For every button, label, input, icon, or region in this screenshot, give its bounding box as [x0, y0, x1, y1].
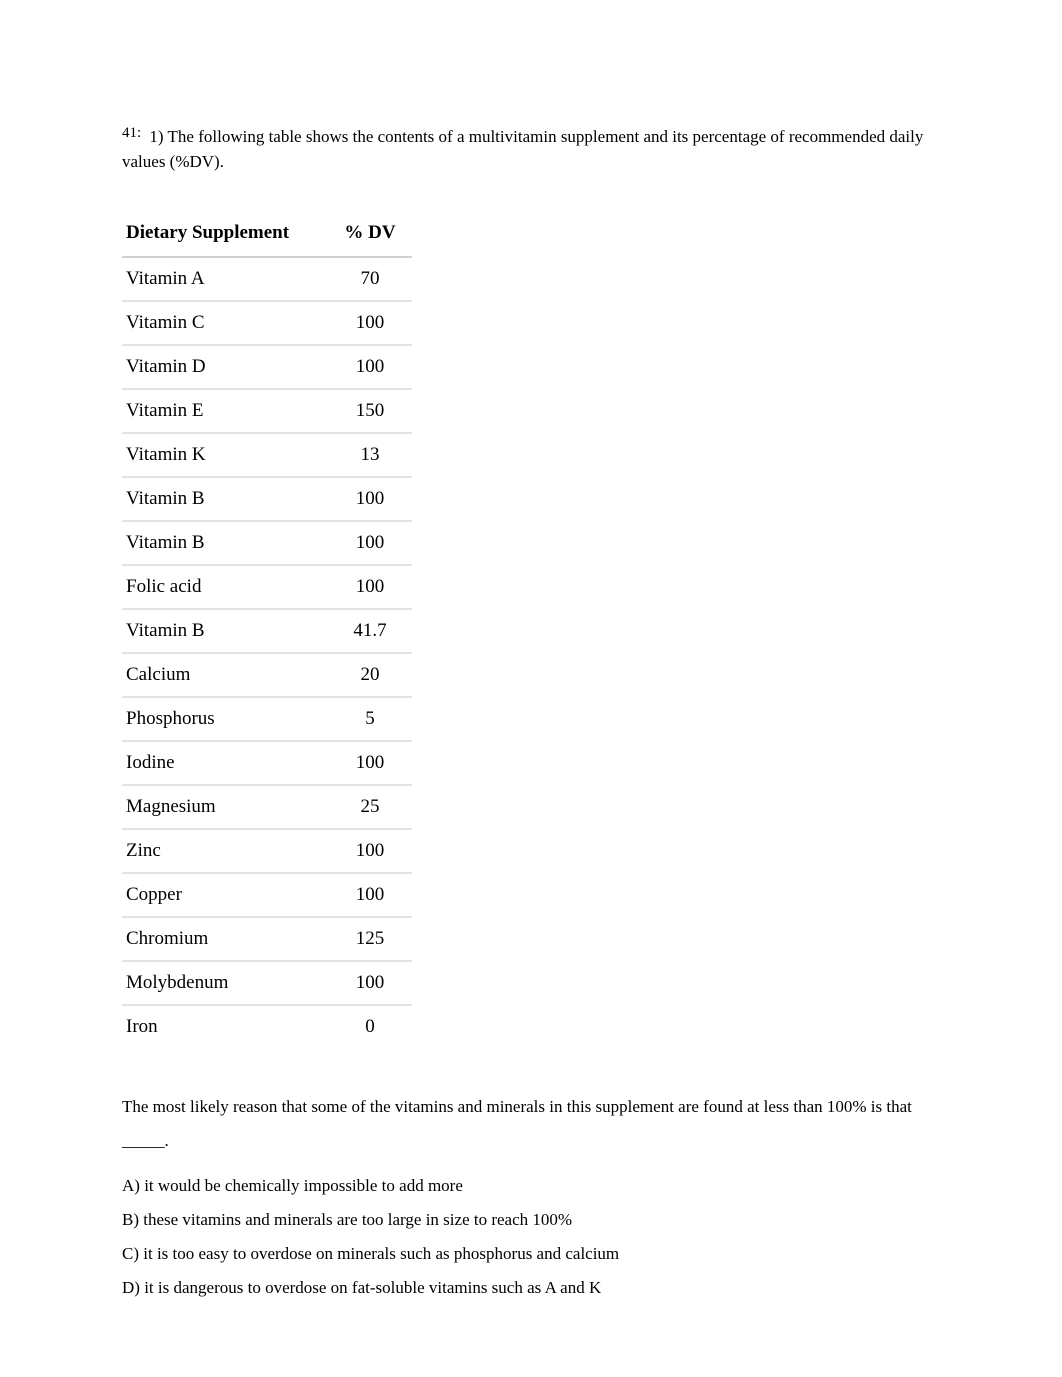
- supplement-name: Vitamin A: [122, 258, 334, 302]
- supplement-table: Dietary Supplement % DV Vitamin A70Vitam…: [122, 210, 412, 1048]
- option-a: A) it would be chemically impossible to …: [122, 1176, 962, 1196]
- table-row: Copper100: [122, 874, 412, 918]
- option-c: C) it is too easy to overdose on mineral…: [122, 1244, 962, 1264]
- table-row: Vitamin C100: [122, 302, 412, 346]
- supplement-dv-value: 13: [334, 434, 412, 478]
- table-row: Phosphorus5: [122, 698, 412, 742]
- supplement-name: Vitamin K: [122, 434, 334, 478]
- supplement-dv-value: 20: [334, 654, 412, 698]
- supplement-name: Folic acid: [122, 566, 334, 610]
- document-page: 41: 1) The following table shows the con…: [0, 0, 1062, 1377]
- supplement-name: Magnesium: [122, 786, 334, 830]
- supplement-dv-value: 0: [334, 1006, 412, 1048]
- question-number: 41:: [122, 125, 141, 141]
- supplement-name: Zinc: [122, 830, 334, 874]
- supplement-dv-value: 70: [334, 258, 412, 302]
- supplement-dv-value: 100: [334, 302, 412, 346]
- supplement-dv-value: 25: [334, 786, 412, 830]
- supplement-name: Iodine: [122, 742, 334, 786]
- supplement-name: Vitamin B: [122, 610, 334, 654]
- supplement-name: Vitamin B: [122, 478, 334, 522]
- option-b: B) these vitamins and minerals are too l…: [122, 1210, 962, 1230]
- table-row: Iron0: [122, 1006, 412, 1048]
- answer-options: A) it would be chemically impossible to …: [122, 1176, 962, 1298]
- supplement-name: Chromium: [122, 918, 334, 962]
- question-intro: 41: 1) The following table shows the con…: [122, 125, 962, 174]
- table-row: Magnesium25: [122, 786, 412, 830]
- option-d: D) it is dangerous to overdose on fat-so…: [122, 1278, 962, 1298]
- table-row: Folic acid100: [122, 566, 412, 610]
- supplement-dv-value: 150: [334, 390, 412, 434]
- question-followup: The most likely reason that some of the …: [122, 1090, 962, 1158]
- table-row: Vitamin K13: [122, 434, 412, 478]
- supplement-dv-value: 100: [334, 522, 412, 566]
- supplement-name: Phosphorus: [122, 698, 334, 742]
- table-row: Vitamin E150: [122, 390, 412, 434]
- table-row: Vitamin A70: [122, 258, 412, 302]
- supplement-dv-value: 5: [334, 698, 412, 742]
- table-row: Molybdenum100: [122, 962, 412, 1006]
- supplement-dv-value: 100: [334, 874, 412, 918]
- table-row: Calcium20: [122, 654, 412, 698]
- table-row: Vitamin B41.7: [122, 610, 412, 654]
- supplement-dv-value: 100: [334, 566, 412, 610]
- supplement-dv-value: 41.7: [334, 610, 412, 654]
- question-intro-text: 1) The following table shows the content…: [122, 127, 923, 171]
- supplement-name: Vitamin E: [122, 390, 334, 434]
- table-row: Vitamin B100: [122, 478, 412, 522]
- supplement-name: Vitamin D: [122, 346, 334, 390]
- table-header-row: Dietary Supplement % DV: [122, 210, 412, 258]
- table-row: Zinc100: [122, 830, 412, 874]
- table-row: Iodine100: [122, 742, 412, 786]
- supplement-name: Vitamin C: [122, 302, 334, 346]
- supplement-name: Copper: [122, 874, 334, 918]
- table-body: Vitamin A70Vitamin C100Vitamin D100Vitam…: [122, 258, 412, 1048]
- supplement-name: Iron: [122, 1006, 334, 1048]
- supplement-name: Calcium: [122, 654, 334, 698]
- table-row: Vitamin D100: [122, 346, 412, 390]
- header-supplement: Dietary Supplement: [122, 210, 334, 258]
- supplement-dv-value: 100: [334, 742, 412, 786]
- supplement-dv-value: 100: [334, 962, 412, 1006]
- supplement-dv-value: 100: [334, 830, 412, 874]
- header-dv: % DV: [334, 210, 412, 258]
- supplement-dv-value: 125: [334, 918, 412, 962]
- supplement-dv-value: 100: [334, 478, 412, 522]
- supplement-name: Molybdenum: [122, 962, 334, 1006]
- table-row: Vitamin B100: [122, 522, 412, 566]
- supplement-name: Vitamin B: [122, 522, 334, 566]
- table-row: Chromium125: [122, 918, 412, 962]
- supplement-dv-value: 100: [334, 346, 412, 390]
